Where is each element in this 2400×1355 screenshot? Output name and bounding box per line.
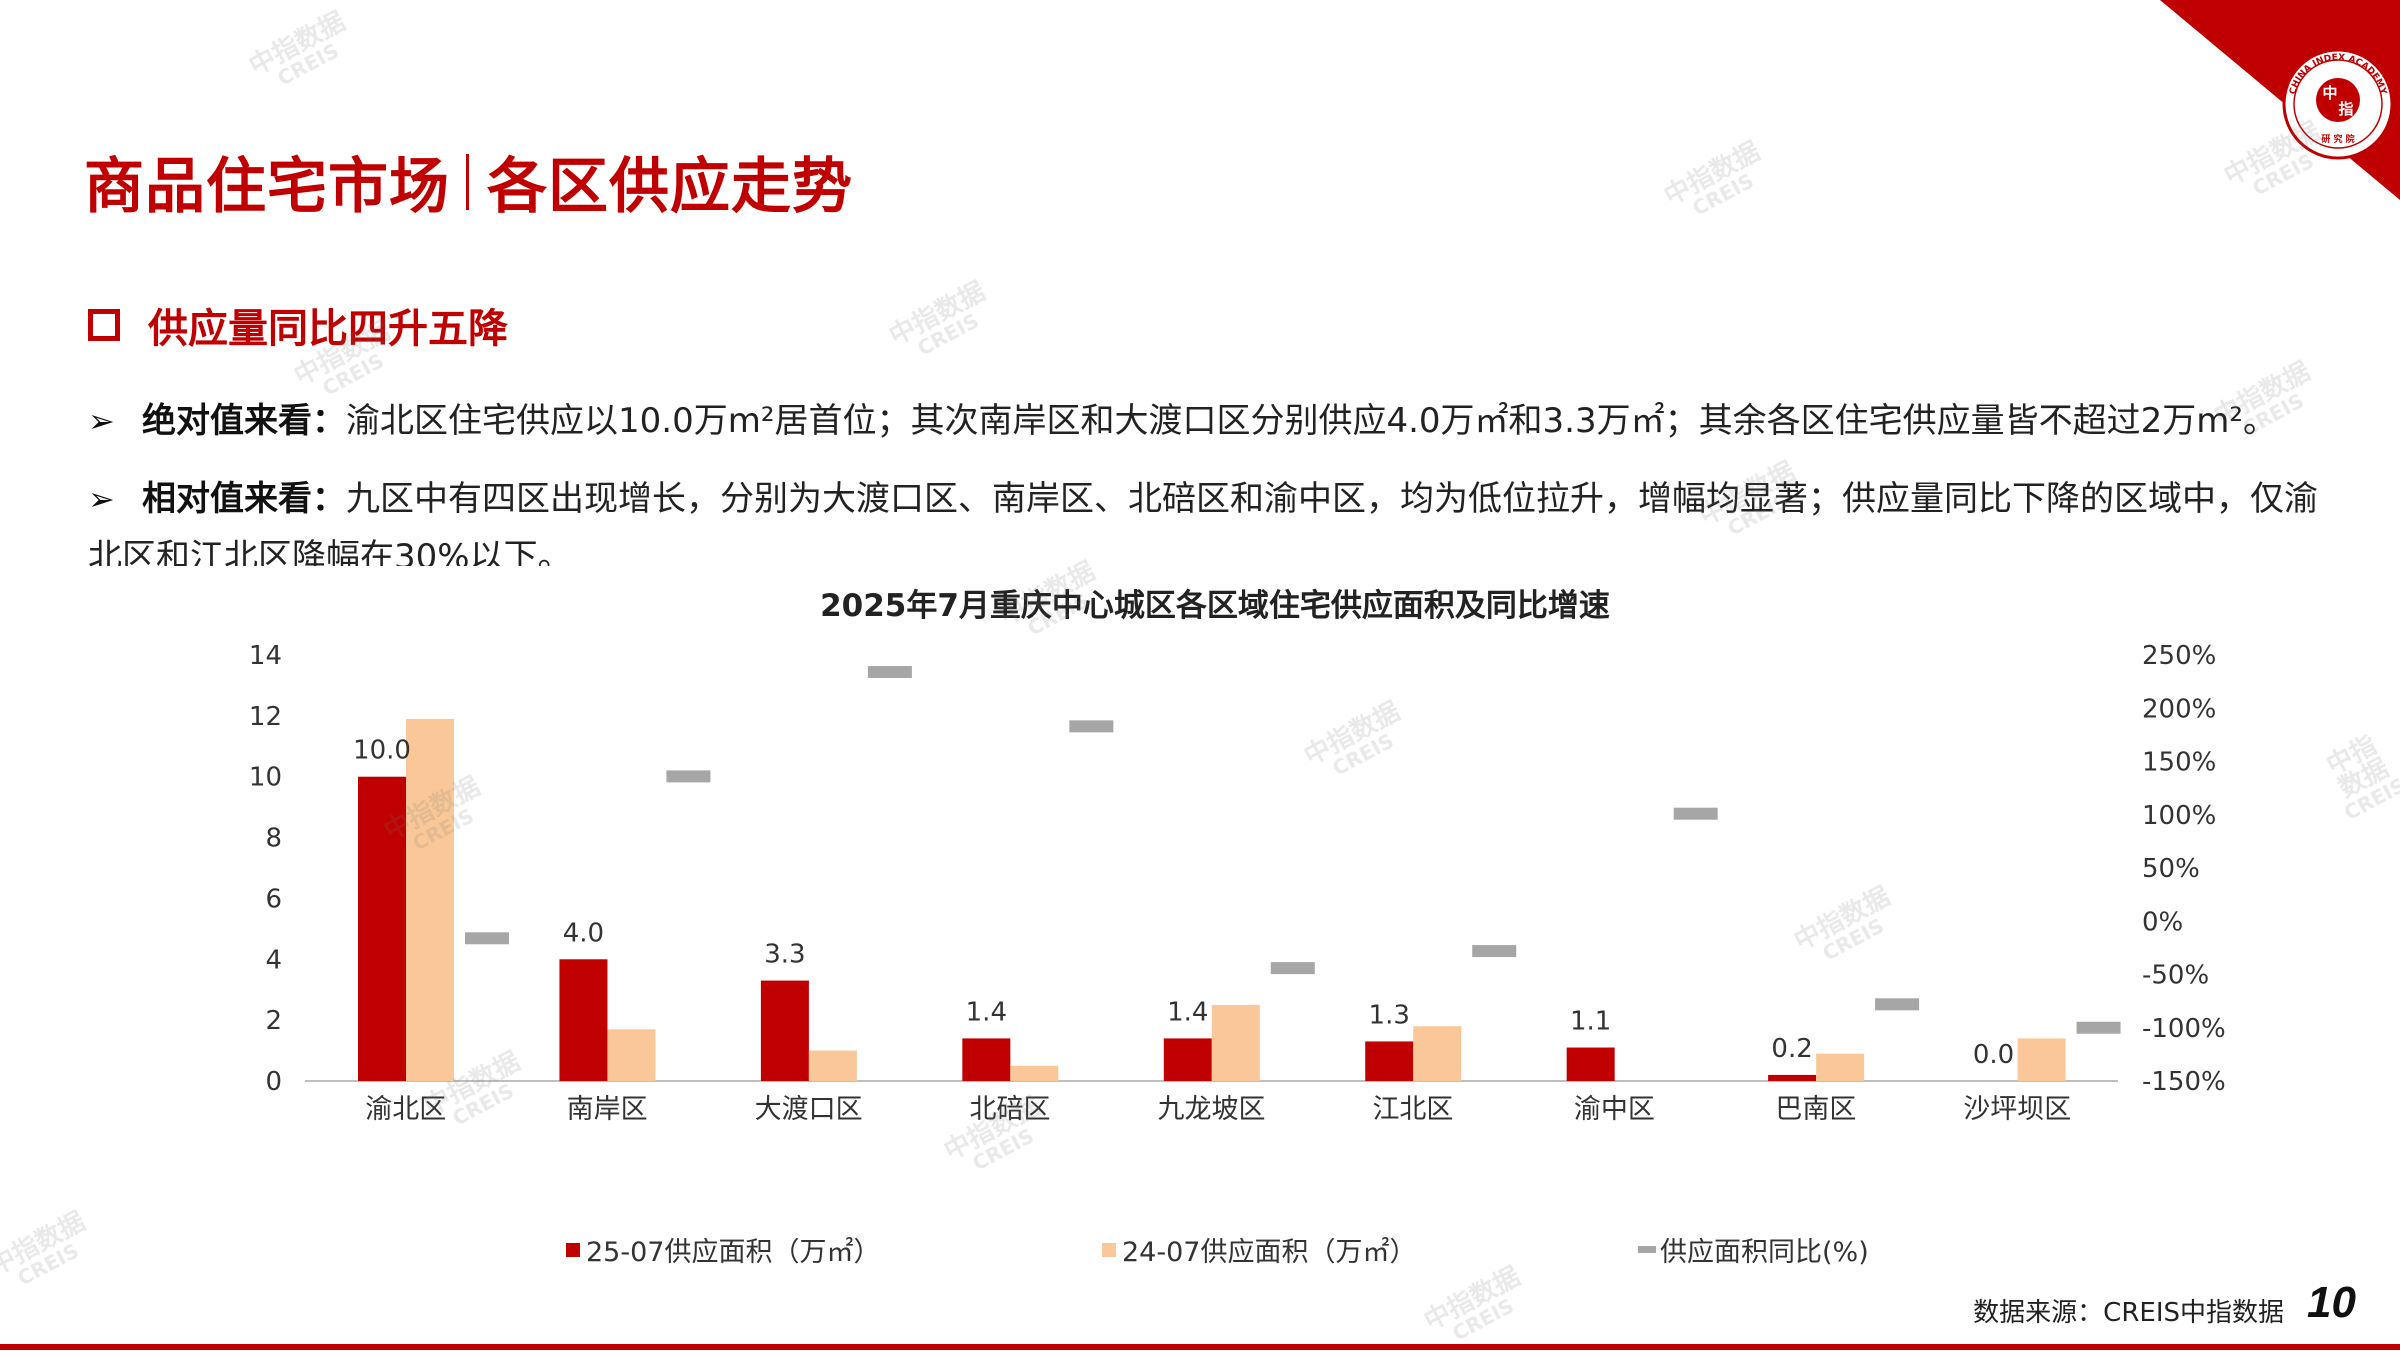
y-right-tick-label: -50%	[2142, 961, 2209, 991]
yoy-marker	[1673, 807, 1718, 820]
yoy-marker	[666, 770, 711, 783]
data-label-2025: 1.3	[1369, 1000, 1410, 1030]
chart-title: 2025年7月重庆中心城区各区域住宅供应面积及同比增速	[820, 588, 1610, 624]
bar-2024	[607, 1029, 656, 1081]
bottom-accent-bar	[0, 1344, 2400, 1350]
legend-label-2024: 24-07供应面积（万㎡）	[1122, 1237, 1417, 1268]
legend-swatch-2025	[566, 1242, 580, 1257]
legend-swatch-2024	[1102, 1242, 1116, 1257]
y-right-tick-label: 0%	[2142, 907, 2183, 937]
data-source: 数据来源：CREIS中指数据	[1973, 1298, 2284, 1328]
y-left-tick-label: 2	[265, 1006, 282, 1036]
bar-2025	[1768, 1074, 1817, 1081]
y-right-tick-label: 50%	[2142, 854, 2200, 884]
y-right-tick-label: 150%	[2142, 748, 2216, 778]
y-right-tick-label: -150%	[2142, 1067, 2226, 1097]
data-label-2025: 0.0	[1973, 1040, 2014, 1070]
data-label-2025: 10.0	[353, 736, 411, 766]
bar-2025	[962, 1038, 1011, 1081]
bar-2024	[1816, 1053, 1865, 1081]
section-heading-text: 供应量同比四升五降	[148, 306, 508, 352]
y-right-tick-label: -100%	[2142, 1014, 2226, 1044]
bar-2025	[358, 776, 406, 1081]
bullet-text: 渝北区住宅供应以10.0万m²居首位；其次南岸区和大渡口区分别供应4.0万㎡和3…	[346, 401, 2277, 441]
svg-text:指: 指	[2338, 100, 2353, 118]
supply-chart: 0 2 4 6 8 10 12 14 -150% -100% -50% 0% 50% 100% 150% 20…	[249, 641, 2226, 1125]
bar-2024	[2017, 1038, 2066, 1081]
legend-label-yoy: 供应面积同比(%)	[1660, 1237, 1869, 1268]
bullet-absolute: ➢ 绝对值来看：渝北区住宅供应以10.0万m²居首位；其次南岸区和大渡口区分别供应…	[88, 392, 2338, 450]
yoy-marker	[1875, 998, 1920, 1011]
y-right-tick-label: 250%	[2142, 641, 2216, 671]
y-left-tick-label: 6	[265, 884, 282, 914]
yoy-marker	[465, 932, 509, 945]
arrow-bullet-icon: ➢	[88, 480, 115, 518]
bar-2025	[559, 959, 608, 1081]
bar-2025	[1163, 1038, 1212, 1081]
x-tick-label: 沙坪坝区	[1963, 1094, 2071, 1125]
y-left-tick-label: 10	[249, 763, 282, 793]
bullet-lead: 绝对值来看：	[142, 401, 346, 441]
x-tick-label: 北碚区	[970, 1094, 1051, 1125]
legend-item-yoy: 供应面积同比(%)	[1638, 1230, 1869, 1269]
data-label-2025: 1.4	[1167, 997, 1208, 1027]
x-tick-label: 大渡口区	[755, 1094, 863, 1125]
y-left-tick-label: 0	[265, 1067, 282, 1097]
x-tick-label: 巴南区	[1775, 1094, 1856, 1125]
bar-2024	[1010, 1065, 1059, 1081]
bar-2024	[1413, 1026, 1462, 1081]
bar-2024	[406, 718, 454, 1081]
data-label-2025: 4.0	[563, 918, 604, 948]
x-tick-label: 江北区	[1372, 1094, 1453, 1125]
yoy-marker	[1270, 962, 1315, 975]
bullet-lead: 相对值来看：	[142, 479, 346, 519]
yoy-marker	[867, 666, 912, 679]
page-title-main: 商品住宅市场	[84, 152, 450, 222]
bullet-text: 九区中有四区出现增长，分别为大渡口区、南岸区、北碚区和渝中区，均为低位拉升，增幅…	[88, 479, 2318, 566]
square-bullet-icon	[88, 309, 120, 341]
bar-2025	[760, 980, 809, 1081]
data-label-2025: 1.4	[966, 997, 1007, 1027]
y-right-tick-label: 100%	[2142, 801, 2216, 831]
data-label-2025: 0.2	[1771, 1034, 1812, 1064]
svg-text:中: 中	[2322, 84, 2337, 102]
data-label-2025: 3.3	[764, 940, 805, 970]
y-right-tick-label: 200%	[2142, 694, 2216, 724]
x-tick-label: 九龙坡区	[1158, 1094, 1266, 1125]
y-left-tick-label: 8	[265, 824, 282, 854]
brand-logo: CHINA INDEX ACADEMY 中 指 研 究 院	[2160, 0, 2400, 200]
page-title: 商品住宅市场 各区供应走势	[84, 138, 853, 225]
yoy-marker	[2076, 1021, 2121, 1034]
x-tick-label: 渝北区	[365, 1094, 446, 1125]
legend-item-2025: 25-07供应面积（万㎡）	[566, 1230, 880, 1269]
title-divider	[466, 153, 469, 210]
data-label-2025: 1.1	[1570, 1007, 1611, 1037]
page-number: 10	[2307, 1278, 2356, 1327]
svg-text:研 究 院: 研 究 院	[2321, 133, 2354, 145]
arrow-bullet-icon: ➢	[88, 402, 115, 440]
chart-legend: 25-07供应面积（万㎡） 24-07供应面积（万㎡） 供应面积同比(%)	[0, 1230, 2400, 1270]
watermark-line2: CREIS	[1448, 1293, 1518, 1346]
bar-2025	[1365, 1041, 1414, 1081]
y-left-tick-label: 14	[249, 641, 282, 671]
yoy-marker	[1472, 945, 1517, 958]
legend-item-2024: 24-07供应面积（万㎡）	[1102, 1230, 1416, 1269]
bar-2024	[808, 1050, 857, 1081]
y-left-tick-label: 4	[265, 945, 282, 975]
bar-2024	[1211, 1004, 1260, 1081]
x-tick-label: 南岸区	[567, 1094, 648, 1125]
y-left-tick-label: 12	[249, 702, 282, 732]
bullet-relative: ➢ 相对值来看：九区中有四区出现增长，分别为大渡口区、南岸区、北碚区和渝中区，均为…	[88, 470, 2338, 566]
page-title-sub: 各区供应走势	[487, 152, 853, 222]
x-tick-label: 渝中区	[1574, 1094, 1655, 1125]
yoy-marker	[1069, 720, 1114, 733]
legend-swatch-yoy	[1638, 1246, 1656, 1253]
section-heading: 供应量同比四升五降	[88, 296, 508, 354]
watermark-line1: 中指数据	[1419, 1261, 1526, 1337]
legend-label-2025: 25-07供应面积（万㎡）	[586, 1237, 881, 1268]
bar-2025	[1566, 1047, 1615, 1081]
